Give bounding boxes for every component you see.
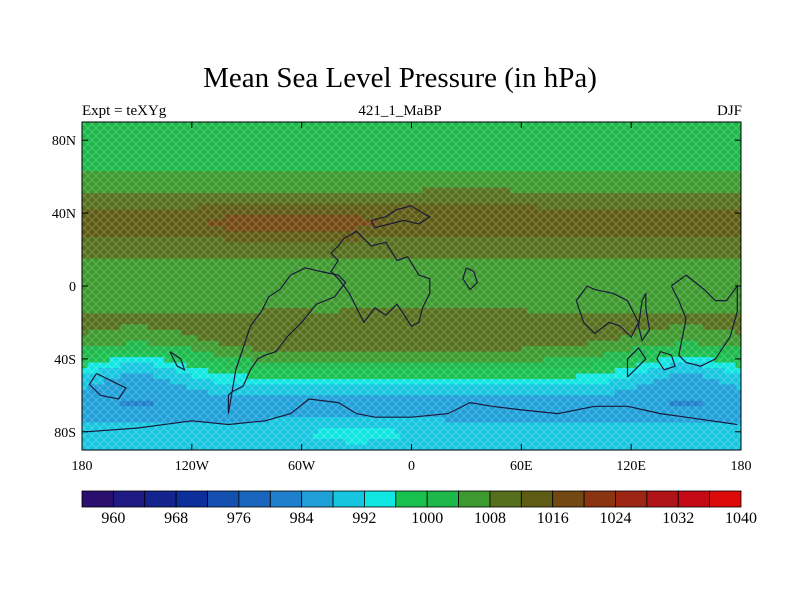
run-label: 421_1_MaBP bbox=[358, 103, 442, 119]
chart-title: Mean Sea Level Pressure (in hPa) bbox=[203, 62, 597, 94]
season-label: DJF bbox=[716, 103, 742, 119]
experiment-label: Expt = teXYg bbox=[82, 103, 167, 119]
